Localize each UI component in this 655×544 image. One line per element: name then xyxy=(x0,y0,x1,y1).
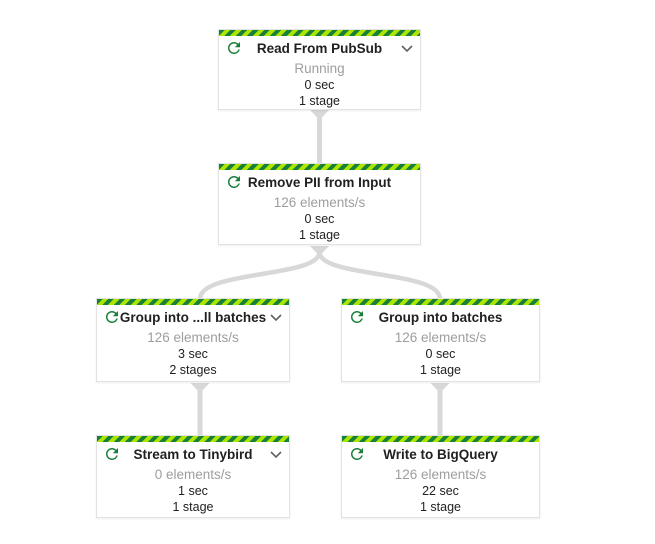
node-stage-count: 1 stage xyxy=(419,363,461,377)
node-header: Remove PII from Input xyxy=(219,170,420,194)
node-header: Read From PubSub xyxy=(219,36,420,60)
node-throughput: 126 elements/s xyxy=(273,195,366,210)
edge-removepii-to-group xyxy=(317,251,443,300)
chevron-down-icon[interactable] xyxy=(269,447,283,459)
node-group-into-small-batches[interactable]: Group into ...ll batches 126 elements/s … xyxy=(96,298,290,382)
node-title: Remove PII from Input xyxy=(247,174,392,190)
running-stripe xyxy=(219,164,420,170)
node-throughput: Running xyxy=(294,61,345,76)
running-status-icon xyxy=(103,445,121,463)
node-stage-count: 1 stage xyxy=(298,228,340,242)
node-throughput: 126 elements/s xyxy=(394,467,487,482)
running-status-icon xyxy=(103,308,121,326)
node-group-into-batches[interactable]: Group into batches 126 elements/s 0 sec … xyxy=(341,298,540,382)
running-stripe xyxy=(97,436,289,442)
node-wall-time: 3 sec xyxy=(178,347,208,361)
node-title: Group into batches xyxy=(378,309,503,325)
edge-arrow xyxy=(310,110,329,120)
node-wall-time: 0 sec xyxy=(304,212,335,226)
edge-arrow xyxy=(430,383,450,393)
running-status-icon xyxy=(348,445,366,463)
node-header: Group into batches xyxy=(342,305,539,329)
node-stage-count: 1 stage xyxy=(419,500,461,514)
node-title: Read From PubSub xyxy=(256,40,383,56)
running-stripe xyxy=(342,436,539,442)
node-header: Stream to Tinybird xyxy=(97,442,289,466)
node-read-from-pubsub[interactable]: Read From PubSub Running 0 sec 1 stage xyxy=(218,29,421,110)
running-status-icon xyxy=(225,173,243,191)
chevron-down-icon[interactable] xyxy=(400,41,414,53)
node-header: Write to BigQuery xyxy=(342,442,539,466)
running-status-icon xyxy=(225,39,243,57)
node-header: Group into ...ll batches xyxy=(97,305,289,329)
node-title: Write to BigQuery xyxy=(383,446,498,462)
node-wall-time: 22 sec xyxy=(422,484,459,498)
node-stage-count: 1 stage xyxy=(298,94,340,108)
running-status-icon xyxy=(348,308,366,326)
running-stripe xyxy=(342,299,539,305)
running-stripe xyxy=(219,30,420,36)
running-stripe xyxy=(97,299,289,305)
node-title: Group into ...ll batches xyxy=(119,309,267,325)
edge-arrow xyxy=(310,246,329,256)
node-write-to-bigquery[interactable]: Write to BigQuery 126 elements/s 22 sec … xyxy=(341,435,540,518)
node-stream-to-tinybird[interactable]: Stream to Tinybird 0 elements/s 1 sec 1 … xyxy=(96,435,290,518)
node-throughput: 0 elements/s xyxy=(154,467,232,482)
chevron-down-icon[interactable] xyxy=(269,310,283,322)
node-throughput: 126 elements/s xyxy=(394,330,487,345)
edge-removepii-to-groupsmall xyxy=(197,251,322,300)
node-stage-count: 1 stage xyxy=(172,500,214,514)
node-stage-count: 2 stages xyxy=(169,363,217,377)
node-throughput: 126 elements/s xyxy=(147,330,239,345)
node-title: Stream to Tinybird xyxy=(133,446,253,462)
node-wall-time: 1 sec xyxy=(178,484,208,498)
edge-arrow xyxy=(190,383,210,393)
node-wall-time: 0 sec xyxy=(425,347,456,361)
node-remove-pii-from-input[interactable]: Remove PII from Input 126 elements/s 0 s… xyxy=(218,163,421,245)
node-wall-time: 0 sec xyxy=(304,78,335,92)
